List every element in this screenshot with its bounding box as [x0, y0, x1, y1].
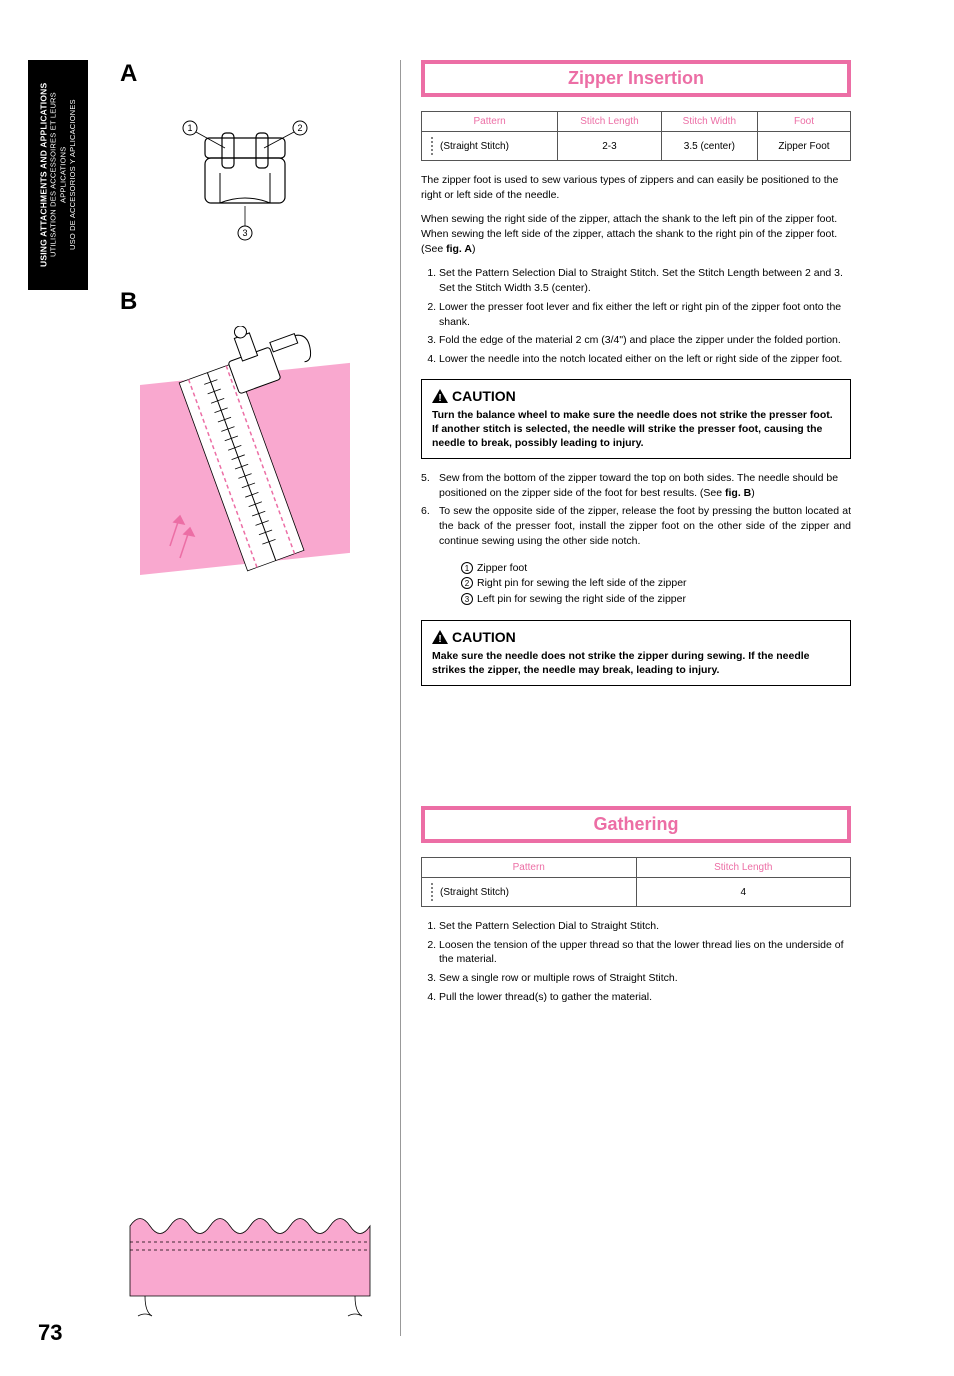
zipper-intro-1: The zipper foot is used to sew various t… [421, 173, 851, 202]
svg-text:!: ! [438, 634, 441, 644]
table-header: Pattern [422, 112, 558, 132]
table-header: Stitch Length [636, 858, 851, 878]
svg-text:3: 3 [242, 228, 247, 238]
gathering-steps: Set the Pattern Selection Dial to Straig… [421, 919, 851, 1004]
svg-text:2: 2 [297, 123, 302, 133]
step-item: Lower the presser foot lever and fix eit… [439, 300, 851, 329]
step-item: To sew the opposite side of the zipper, … [439, 504, 851, 548]
step-item: Pull the lower thread(s) to gather the m… [439, 990, 851, 1005]
zipper-steps-2: 5. Sew from the bottom of the zipper tow… [421, 471, 851, 548]
gathering-section: Gathering Pattern Stitch Length (Straigh… [421, 806, 851, 1004]
table-cell: 3.5 (center) [661, 132, 757, 161]
caution-body: Turn the balance wheel to make sure the … [432, 408, 840, 451]
pattern-label: (Straight Stitch) [440, 887, 509, 898]
side-tab: USING ATTACHMENTS AND APPLICATIONS UTILI… [28, 60, 88, 290]
step-item: Lower the needle into the notch located … [439, 352, 851, 367]
warning-icon: ! [432, 630, 448, 644]
right-column: Zipper Insertion Pattern Stitch Length S… [411, 60, 851, 1336]
gathering-illustration [120, 1186, 370, 1336]
table-header: Pattern [422, 858, 637, 878]
table-cell: 4 [636, 878, 851, 907]
step-item: Fold the edge of the material 2 cm (3/4"… [439, 333, 851, 348]
zipper-section-header: Zipper Insertion [421, 60, 851, 97]
gathering-section-header: Gathering [421, 806, 851, 843]
zipper-steps-1: Set the Pattern Selection Dial to Straig… [421, 266, 851, 366]
table-header: Foot [757, 112, 850, 132]
step-item: Loosen the tension of the upper thread s… [439, 938, 851, 967]
svg-text:!: ! [438, 393, 441, 403]
step-item: Set the Pattern Selection Dial to Straig… [439, 266, 851, 295]
gathering-diagram-icon [120, 1186, 380, 1336]
legend-item: Zipper foot [477, 562, 527, 574]
table-header: Stitch Length [558, 112, 662, 132]
table-cell: (Straight Stitch) [422, 132, 558, 161]
zipper-sewing-diagram-icon [130, 326, 360, 586]
table-header: Stitch Width [661, 112, 757, 132]
figure-a-label: A [120, 60, 370, 88]
zipper-foot-diagram-icon: 1 2 3 [150, 98, 340, 258]
step-item: Sew a single row or multiple rows of Str… [439, 971, 851, 986]
table-cell: Zipper Foot [757, 132, 850, 161]
figure-b: B [120, 288, 370, 586]
gathering-spec-table: Pattern Stitch Length (Straight Stitch) … [421, 857, 851, 907]
caution-box-1: ! CAUTION Turn the balance wheel to make… [421, 379, 851, 460]
page-number: 73 [38, 1320, 62, 1346]
caution-box-2: ! CAUTION Make sure the needle does not … [421, 620, 851, 686]
warning-icon: ! [432, 389, 448, 403]
straight-stitch-icon [428, 136, 436, 156]
legend-item: Right pin for sewing the left side of th… [477, 577, 687, 589]
svg-text:1: 1 [187, 123, 192, 133]
step-item: Set the Pattern Selection Dial to Straig… [439, 919, 851, 934]
column-divider [400, 60, 401, 1336]
figure-b-label: B [120, 288, 370, 316]
zipper-spec-table: Pattern Stitch Length Stitch Width Foot … [421, 111, 851, 161]
caution-body: Make sure the needle does not strike the… [432, 649, 840, 677]
zipper-legend: 1Zipper foot 2Right pin for sewing the l… [421, 561, 851, 608]
table-cell: (Straight Stitch) [422, 878, 637, 907]
straight-stitch-icon [428, 882, 436, 902]
gathering-title: Gathering [593, 814, 678, 834]
caution-title: CAUTION [452, 629, 516, 645]
side-tab-line3: USO DE ACCESORIOS Y APLICACIONES [68, 100, 77, 251]
legend-item: Left pin for sewing the right side of th… [477, 593, 686, 605]
zipper-intro-2: When sewing the right side of the zipper… [421, 212, 851, 256]
side-tab-line1: USING ATTACHMENTS AND APPLICATIONS [39, 83, 49, 267]
caution-title: CAUTION [452, 388, 516, 404]
step-item: Sew from the bottom of the zipper toward… [439, 471, 851, 500]
side-tab-line2: UTILISATION DES ACCESSOIRES ET LEURS APP… [49, 93, 68, 258]
zipper-title: Zipper Insertion [568, 68, 704, 88]
table-cell: 2-3 [558, 132, 662, 161]
figure-a: A 1 2 3 [120, 60, 370, 258]
pattern-label: (Straight Stitch) [440, 141, 509, 152]
